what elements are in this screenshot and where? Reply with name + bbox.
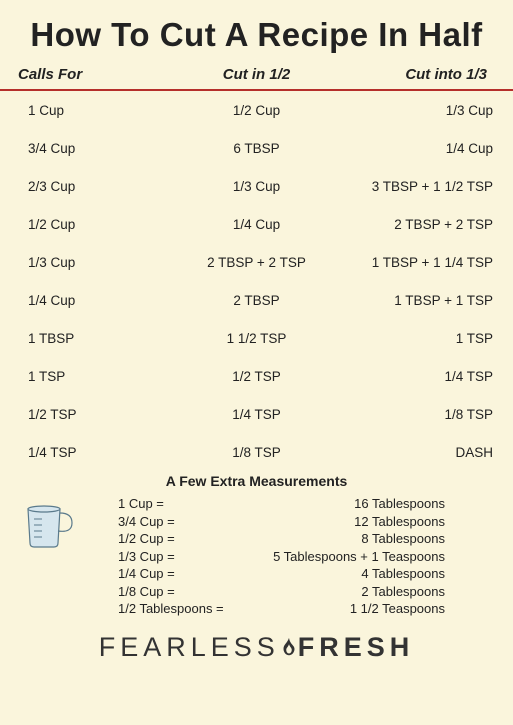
extra-row: 1/8 Cup =2 Tablespoons: [118, 583, 445, 601]
extras-section: 1 Cup =16 Tablespoons3/4 Cup =12 Tablesp…: [0, 495, 513, 618]
cell-cut-half: 1/2 Cup: [175, 103, 337, 118]
cell-cut-third: 2 TBSP + 2 TSP: [338, 217, 495, 232]
extra-left: 1/4 Cup =: [118, 565, 268, 583]
table-header: Calls For Cut in 1/2 Cut into 1/3: [0, 66, 513, 91]
cell-calls-for: 1/3 Cup: [18, 255, 175, 270]
cell-cut-half: 1/3 Cup: [175, 179, 337, 194]
extra-right: 12 Tablespoons: [268, 513, 445, 531]
cell-cut-half: 1/2 TSP: [175, 369, 337, 384]
table-row: 1/4 TSP1/8 TSPDASH: [18, 433, 495, 471]
extra-row: 1 Cup =16 Tablespoons: [118, 495, 445, 513]
extra-left: 1/3 Cup =: [118, 548, 268, 566]
cell-calls-for: 1/4 TSP: [18, 445, 175, 460]
extra-row: 3/4 Cup =12 Tablespoons: [118, 513, 445, 531]
extra-right: 16 Tablespoons: [268, 495, 445, 513]
cell-cut-half: 1/8 TSP: [175, 445, 337, 460]
cell-cut-third: 1 TBSP + 1 TSP: [338, 293, 495, 308]
flame-icon: [278, 636, 300, 658]
cell-cut-half: 1/4 Cup: [175, 217, 337, 232]
cell-cut-third: 3 TBSP + 1 1/2 TSP: [338, 179, 495, 194]
subtitle: A Few Extra Measurements: [0, 473, 513, 489]
cell-calls-for: 1 Cup: [18, 103, 175, 118]
cell-cut-third: 1/3 Cup: [338, 103, 495, 118]
table-row: 3/4 Cup6 TBSP1/4 Cup: [18, 129, 495, 167]
extra-right: 1 1/2 Teaspoons: [268, 600, 445, 618]
extra-right: 5 Tablespoons + 1 Teaspoons: [268, 548, 445, 566]
extra-left: 1/8 Cup =: [118, 583, 268, 601]
table-row: 2/3 Cup1/3 Cup3 TBSP + 1 1/2 TSP: [18, 167, 495, 205]
cell-calls-for: 3/4 Cup: [18, 141, 175, 156]
extra-left: 1 Cup =: [118, 495, 268, 513]
cell-cut-third: 1/4 Cup: [338, 141, 495, 156]
col-header-cut-half: Cut in 1/2: [175, 66, 337, 83]
table-row: 1/2 TSP1/4 TSP1/8 TSP: [18, 395, 495, 433]
cell-cut-half: 1 1/2 TSP: [175, 331, 337, 346]
table-row: 1/3 Cup2 TBSP + 2 TSP1 TBSP + 1 1/4 TSP: [18, 243, 495, 281]
logo-part-1: FEARLESS: [99, 632, 280, 662]
logo-part-2: FRESH: [298, 632, 415, 662]
cell-cut-third: 1/4 TSP: [338, 369, 495, 384]
extra-left: 1/2 Tablespoons =: [118, 600, 268, 618]
table-row: 1 TBSP1 1/2 TSP1 TSP: [18, 319, 495, 357]
cell-cut-third: 1/8 TSP: [338, 407, 495, 422]
extra-left: 3/4 Cup =: [118, 513, 268, 531]
extra-right: 4 Tablespoons: [268, 565, 445, 583]
cell-calls-for: 1/2 TSP: [18, 407, 175, 422]
col-header-cut-third: Cut into 1/3: [338, 66, 495, 83]
cell-cut-third: 1 TSP: [338, 331, 495, 346]
extra-row: 1/2 Cup =8 Tablespoons: [118, 530, 445, 548]
conversion-table: 1 Cup1/2 Cup1/3 Cup3/4 Cup6 TBSP1/4 Cup2…: [0, 91, 513, 471]
table-row: 1/4 Cup2 TBSP1 TBSP + 1 TSP: [18, 281, 495, 319]
extra-row: 1/3 Cup =5 Tablespoons + 1 Teaspoons: [118, 548, 445, 566]
cell-cut-third: 1 TBSP + 1 1/4 TSP: [338, 255, 495, 270]
cell-calls-for: 1 TSP: [18, 369, 175, 384]
cell-cut-half: 2 TBSP: [175, 293, 337, 308]
cell-calls-for: 1/4 Cup: [18, 293, 175, 308]
extra-left: 1/2 Cup =: [118, 530, 268, 548]
extra-right: 2 Tablespoons: [268, 583, 445, 601]
cell-calls-for: 1 TBSP: [18, 331, 175, 346]
table-row: 1 Cup1/2 Cup1/3 Cup: [18, 91, 495, 129]
col-header-calls-for: Calls For: [18, 66, 175, 83]
cell-calls-for: 1/2 Cup: [18, 217, 175, 232]
extra-row: 1/2 Tablespoons =1 1/2 Teaspoons: [118, 600, 445, 618]
cell-cut-half: 6 TBSP: [175, 141, 337, 156]
measuring-cup-icon: [18, 495, 88, 618]
extras-list: 1 Cup =16 Tablespoons3/4 Cup =12 Tablesp…: [88, 495, 495, 618]
table-row: 1/2 Cup1/4 Cup2 TBSP + 2 TSP: [18, 205, 495, 243]
extra-row: 1/4 Cup =4 Tablespoons: [118, 565, 445, 583]
table-row: 1 TSP1/2 TSP1/4 TSP: [18, 357, 495, 395]
page-title: How To Cut A Recipe In Half: [0, 0, 513, 66]
cell-cut-half: 2 TBSP + 2 TSP: [175, 255, 337, 270]
cell-calls-for: 2/3 Cup: [18, 179, 175, 194]
cell-cut-third: DASH: [338, 445, 495, 460]
brand-logo: FEARLESS FRESH: [0, 618, 513, 663]
extra-right: 8 Tablespoons: [268, 530, 445, 548]
cell-cut-half: 1/4 TSP: [175, 407, 337, 422]
